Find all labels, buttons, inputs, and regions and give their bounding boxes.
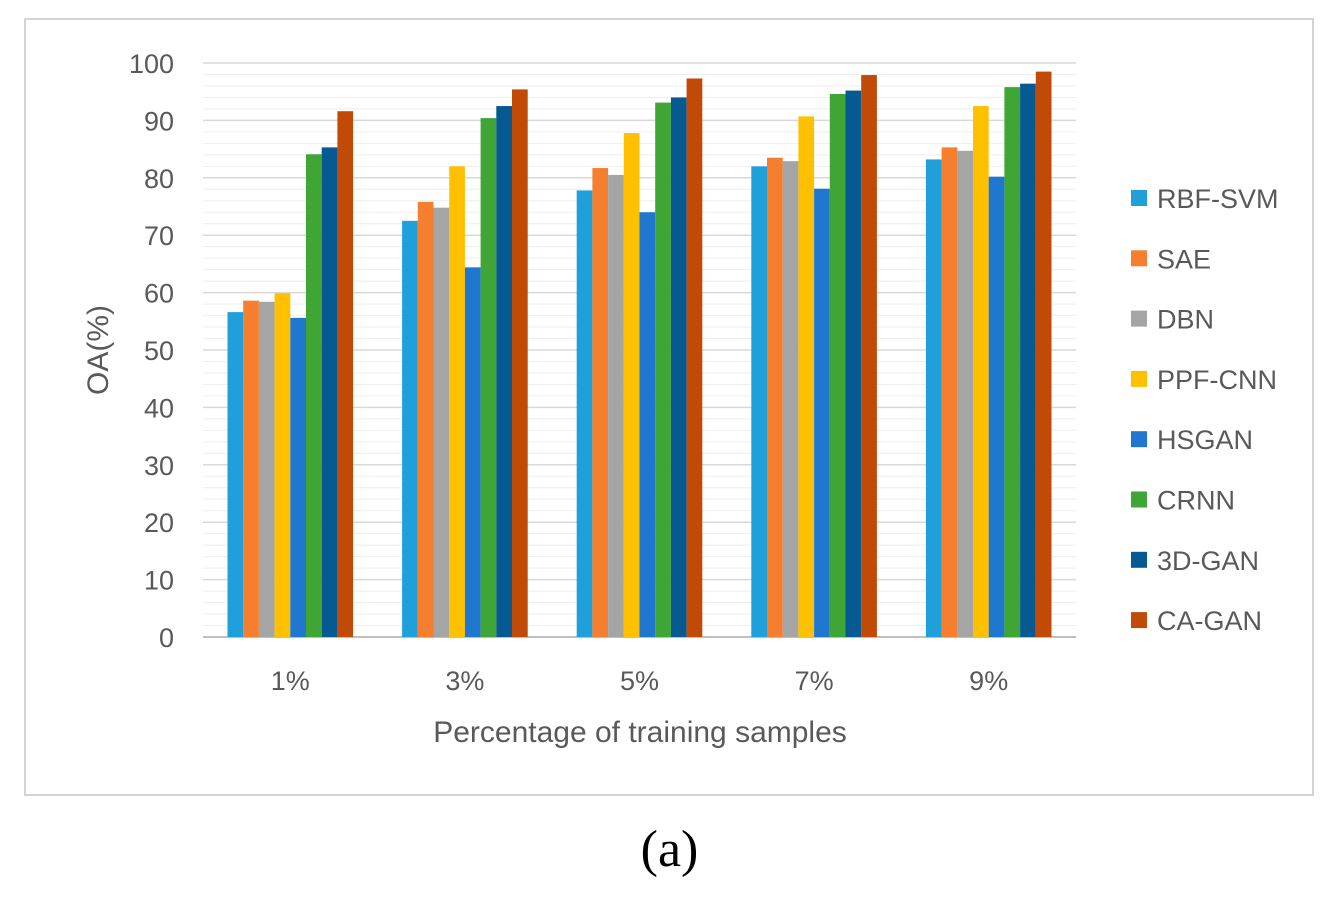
- legend-label: CRNN: [1157, 486, 1235, 516]
- bar: [814, 188, 830, 637]
- x-tick-label: 7%: [795, 666, 834, 696]
- legend-swatch: [1131, 431, 1147, 448]
- bar: [243, 300, 259, 637]
- bar: [670, 97, 687, 637]
- bar: [306, 154, 322, 638]
- bar: [449, 166, 465, 637]
- bar: [1004, 87, 1021, 637]
- legend-swatch: [1131, 250, 1147, 267]
- legend-label: 3D-GAN: [1157, 546, 1259, 576]
- bar: [861, 75, 877, 637]
- bar: [1020, 83, 1036, 637]
- bar: [941, 147, 958, 638]
- bar: [829, 93, 846, 638]
- bar: [227, 312, 244, 637]
- bar: [464, 267, 481, 637]
- bar: [321, 147, 338, 638]
- bar: [402, 220, 418, 637]
- bar: [337, 111, 354, 637]
- bar-chart: 0 10 20 30 40 50 60 70 80 90 100 1% 3% 5% 7% 9% RBF-SVM…: [82, 49, 1279, 749]
- legend-label: SAE: [1157, 244, 1211, 274]
- legend-label: CA-GAN: [1157, 606, 1262, 636]
- y-tick-label: 100: [129, 49, 174, 79]
- y-tick-label: 70: [144, 221, 174, 251]
- bars: [227, 71, 1052, 638]
- x-axis-title: Percentage of training samples: [433, 716, 847, 749]
- bar: [592, 168, 609, 638]
- legend-swatch: [1131, 612, 1147, 629]
- x-tick-label: 9%: [969, 666, 1008, 696]
- legend-swatch: [1131, 551, 1147, 568]
- x-tick-label: 1%: [271, 666, 310, 696]
- y-tick-label: 50: [144, 336, 174, 366]
- legend: RBF-SVM SAE DBN PPF-CNN HSGAN CRNN 3D-GAN CA-GA…: [1131, 184, 1279, 636]
- legend-label: DBN: [1157, 305, 1214, 335]
- y-tick-label: 0: [159, 623, 174, 653]
- bar: [480, 118, 497, 637]
- legend-label: PPF-CNN: [1157, 365, 1277, 395]
- bar: [925, 159, 942, 637]
- bar: [988, 176, 1005, 638]
- bar: [639, 212, 656, 638]
- bar: [845, 90, 862, 637]
- bar: [417, 201, 434, 637]
- bar: [512, 89, 528, 638]
- bar: [973, 106, 989, 638]
- bar: [1035, 71, 1052, 638]
- legend-swatch: [1131, 190, 1147, 206]
- bar: [496, 106, 512, 638]
- y-tick-label: 10: [144, 566, 174, 596]
- bar: [751, 166, 767, 637]
- y-axis-title: OA(%): [82, 305, 115, 395]
- figure-caption: (a): [640, 821, 699, 878]
- bar: [608, 174, 624, 637]
- y-tick-label: 40: [144, 393, 174, 423]
- bar: [767, 157, 783, 637]
- bar: [782, 161, 799, 638]
- bar: [433, 207, 450, 637]
- legend-label: HSGAN: [1157, 425, 1253, 455]
- y-tick-label: 80: [144, 164, 174, 194]
- y-tick-label: 20: [144, 508, 174, 538]
- axes: 0 10 20 30 40 50 60 70 80 90 100 1% 3% 5% 7% 9%: [129, 49, 1008, 696]
- bar: [655, 102, 671, 637]
- bar: [623, 133, 640, 637]
- legend-swatch: [1131, 370, 1147, 387]
- x-tick-label: 5%: [620, 666, 659, 696]
- legend-swatch: [1131, 310, 1147, 327]
- bar: [290, 317, 306, 637]
- y-tick-label: 30: [144, 451, 174, 481]
- bar: [576, 190, 593, 638]
- bar: [798, 116, 815, 637]
- y-tick-label: 90: [144, 106, 174, 136]
- bar: [686, 78, 703, 638]
- legend-swatch: [1131, 491, 1147, 508]
- legend-label: RBF-SVM: [1157, 184, 1279, 214]
- x-tick-label: 3%: [445, 666, 484, 696]
- bar: [957, 150, 973, 637]
- bar: [274, 293, 291, 637]
- y-tick-label: 60: [144, 279, 174, 309]
- bar: [258, 301, 275, 637]
